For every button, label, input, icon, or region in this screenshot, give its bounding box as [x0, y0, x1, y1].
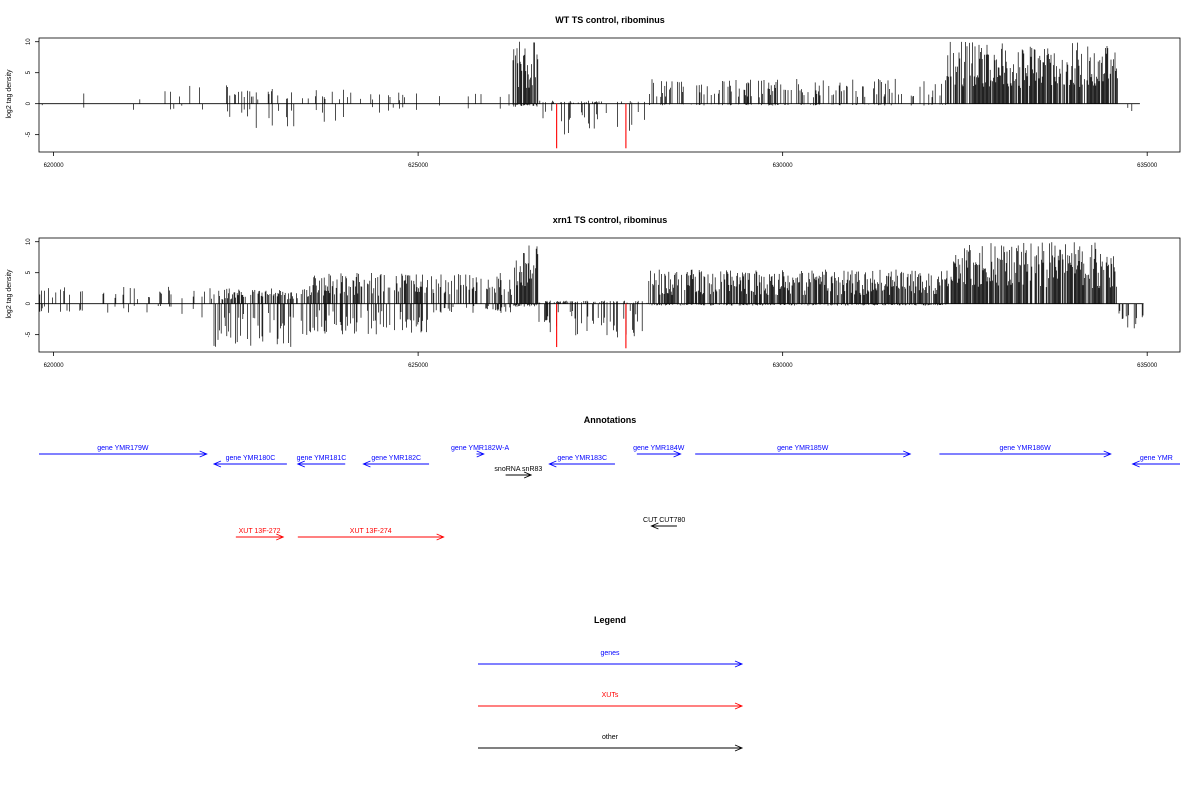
feature-arrow — [650, 522, 677, 530]
density-bars — [39, 41, 1140, 149]
y-axis-label: log2 tag density — [6, 269, 13, 319]
legend: Legend genes XUTs other — [478, 615, 744, 752]
legend-item-xut: XUTs — [478, 692, 744, 710]
feature-xut: XUT 13F-272 — [235, 528, 285, 541]
track-panel-wt: WT TS control, ribominus log2 tag densit… — [6, 15, 1181, 169]
feature-gene: gene YMR183C — [548, 455, 615, 468]
feature-label: gene YMR179W — [97, 445, 149, 452]
feature-arrow — [212, 460, 287, 468]
panel-title: xrn1 TS control, ribominus — [553, 215, 668, 225]
feature-label: snoRNA snR83 — [494, 466, 542, 473]
plot-frame — [38, 237, 1181, 353]
y-axis-label: log2 tag density — [6, 69, 13, 119]
feature-other: CUT CUT780 — [643, 517, 685, 530]
feature-arrow — [297, 533, 445, 541]
x-tick-label: 630000 — [773, 363, 794, 369]
feature-label: XUT 13F-274 — [350, 528, 392, 535]
legend-item-gene: genes — [478, 650, 744, 668]
x-tick-label: 630000 — [773, 163, 794, 169]
legend-items: genes XUTs other — [478, 650, 744, 752]
feature-label: CUT CUT780 — [643, 517, 685, 524]
y-tick-label: 0 — [26, 301, 32, 305]
legend-item-other: other — [478, 734, 744, 752]
legend-label: other — [602, 734, 619, 741]
feature-label: gene YMR182C — [371, 455, 421, 462]
y-tick-label: -5 — [26, 131, 32, 137]
y-tick-label: 0 — [26, 101, 32, 105]
feature-gene: gene YMR186W — [939, 445, 1112, 458]
feature-list: gene YMR179W gene YMR180C gene YMR181C gene… — [39, 445, 1180, 541]
plot-frame — [38, 37, 1181, 153]
y-tick-label: 5 — [26, 70, 32, 74]
feature-gene: gene YMR181C — [296, 455, 347, 468]
feature-gene: gene YMR — [1131, 455, 1180, 468]
legend-label: XUTs — [602, 692, 619, 699]
feature-arrow — [505, 471, 533, 479]
feature-gene: gene YMR180C — [212, 455, 287, 468]
x-tick-label: 635000 — [1137, 363, 1158, 369]
track-panel-xrn1: xrn1 TS control, ribominus log2 tag dens… — [6, 215, 1181, 369]
feature-arrow — [695, 450, 912, 458]
feature-label: gene YMR186W — [999, 445, 1051, 452]
y-tick-label: 10 — [26, 238, 32, 245]
feature-xut: XUT 13F-274 — [297, 528, 445, 541]
legend-label: genes — [600, 650, 620, 657]
feature-arrow — [548, 460, 615, 468]
feature-label: gene YMR185W — [777, 445, 829, 452]
feature-arrow — [476, 450, 485, 458]
feature-label: gene YMR182W-A — [451, 445, 509, 452]
y-axis: 10 5 0 -5 — [26, 38, 39, 137]
feature-label: gene YMR181C — [297, 455, 347, 462]
feature-label: gene YMR183C — [557, 455, 607, 462]
panel-title: WT TS control, ribominus — [555, 15, 665, 25]
legend-arrow — [478, 660, 744, 668]
x-tick-label: 620000 — [44, 163, 65, 169]
feature-arrow — [235, 533, 285, 541]
feature-other: snoRNA snR83 — [494, 466, 542, 479]
legend-title: Legend — [594, 615, 626, 625]
feature-gene: gene YMR182W-A — [451, 445, 509, 458]
y-tick-label: 5 — [26, 270, 32, 274]
legend-arrow — [478, 702, 744, 710]
x-tick-label: 625000 — [408, 363, 429, 369]
feature-label: gene YMR180C — [226, 455, 276, 462]
feature-label: gene YMR — [1140, 455, 1173, 462]
density-bars — [39, 242, 1144, 349]
y-axis: 10 5 0 -5 — [26, 238, 39, 337]
legend-arrow — [478, 744, 744, 752]
feature-gene: gene YMR185W — [695, 445, 912, 458]
feature-arrow — [636, 450, 682, 458]
feature-arrow — [362, 460, 430, 468]
feature-gene: gene YMR182C — [362, 455, 430, 468]
x-axis: 620000 625000 630000 635000 — [44, 152, 1158, 169]
feature-label: gene YMR184W — [633, 445, 685, 452]
x-tick-label: 635000 — [1137, 163, 1158, 169]
feature-gene: gene YMR179W — [39, 445, 208, 458]
x-axis: 620000 625000 630000 635000 — [44, 352, 1158, 369]
feature-arrow — [39, 450, 208, 458]
annotations-title: Annotations — [584, 415, 637, 425]
feature-gene: gene YMR184W — [633, 445, 685, 458]
y-tick-label: -5 — [26, 331, 32, 337]
feature-arrow — [939, 450, 1112, 458]
x-tick-label: 625000 — [408, 163, 429, 169]
feature-arrow — [1131, 460, 1180, 468]
feature-label: XUT 13F-272 — [239, 528, 281, 535]
x-tick-label: 620000 — [44, 363, 65, 369]
feature-arrow — [296, 460, 346, 468]
y-tick-label: 10 — [26, 38, 32, 45]
